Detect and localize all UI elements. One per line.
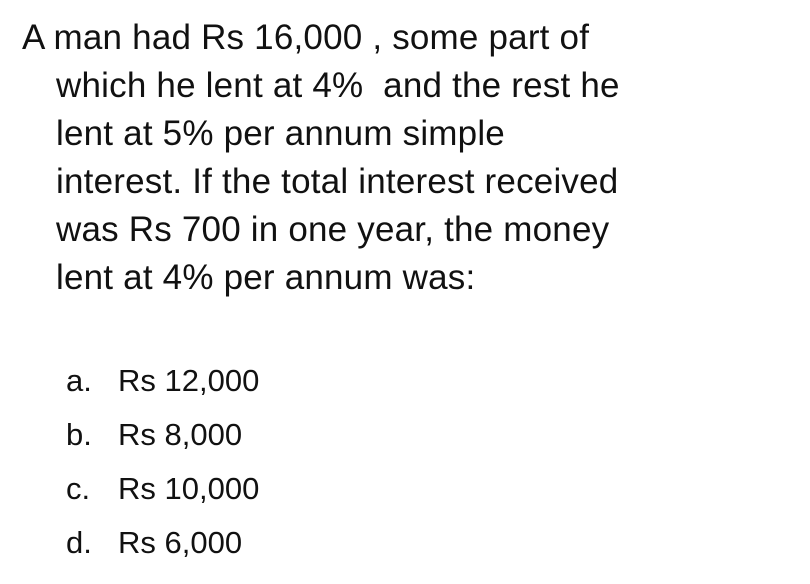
option-c: c. Rs 10,000 xyxy=(66,462,259,516)
question-line: lent at 5% per annum simple xyxy=(56,114,505,153)
option-d: d. Rs 6,000 xyxy=(66,516,259,570)
option-text: Rs 12,000 xyxy=(118,363,260,398)
question-text: A man had Rs 16,000 , some part of which… xyxy=(22,14,802,302)
question-line: was Rs 700 in one year, the money xyxy=(56,210,610,249)
question-line: A man had Rs 16,000 , some part of xyxy=(22,18,590,57)
option-b: b. Rs 8,000 xyxy=(66,408,259,462)
option-letter: b. xyxy=(66,417,92,452)
question-line: which he lent at 4% and the rest he xyxy=(56,66,620,105)
option-text: Rs 8,000 xyxy=(118,417,243,452)
option-letter: d. xyxy=(66,525,92,560)
question-line: interest. If the total interest received xyxy=(56,162,619,201)
question-line: lent at 4% per annum was: xyxy=(56,258,476,297)
option-a: a. Rs 12,000 xyxy=(66,354,259,408)
option-letter: a. xyxy=(66,363,92,398)
answer-options: a. Rs 12,000 b. Rs 8,000 c. Rs 10,000 d.… xyxy=(66,354,259,570)
option-text: Rs 6,000 xyxy=(118,525,243,560)
option-text: Rs 10,000 xyxy=(118,471,260,506)
option-letter: c. xyxy=(66,471,91,506)
